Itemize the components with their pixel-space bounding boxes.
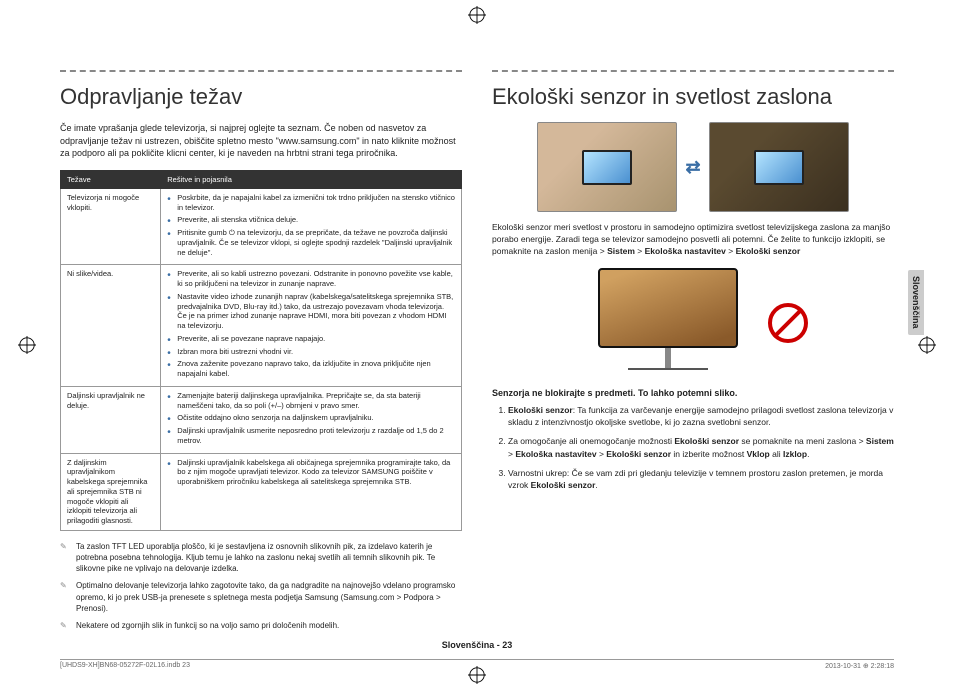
section-divider <box>60 70 462 72</box>
footer-filename: [UHDS9-XH]BN68-05272F-02L16.indb 23 <box>60 662 190 670</box>
solution-item: Znova zaženite povezano napravo tako, da… <box>167 359 455 379</box>
tv-illustration <box>578 268 758 378</box>
intro-text: Če imate vprašanja glede televizorja, si… <box>60 122 462 160</box>
sensor-block-diagram <box>492 268 894 378</box>
issue-cell: Z daljinskim upravljalnikom kabelskega s… <box>61 453 161 530</box>
note-item: Nekatere od zgornjih slik in funkcij so … <box>60 620 462 631</box>
crop-mark-right <box>918 336 936 354</box>
table-row: Televizorja ni mogoče vklopiti. Poskrbite… <box>61 188 462 265</box>
crop-mark-top <box>468 6 486 24</box>
solution-cell: Preverite, ali so kabli ustrezno povezan… <box>161 265 462 387</box>
step-2: Za omogočanje ali onemogočanje možnosti … <box>508 435 894 461</box>
solution-cell: Daljinski upravljalnik kabelskega ali ob… <box>161 453 462 530</box>
troubleshooting-table: Težave Rešitve in pojasnila Televizorja … <box>60 170 462 531</box>
table-row: Z daljinskim upravljalnikom kabelskega s… <box>61 453 462 530</box>
step-3: Varnostni ukrep: Če se vam zdi pri gleda… <box>508 467 894 493</box>
solution-item: Preverite, ali stenska vtičnica deluje. <box>167 215 455 225</box>
troubleshooting-heading: Odpravljanje težav <box>60 84 462 110</box>
issue-cell: Ni slike/videa. <box>61 265 161 387</box>
solution-item: Poskrbite, da je napajalni kabel za izme… <box>167 193 455 213</box>
solution-item: Nastavite video izhode zunanjih naprav (… <box>167 292 455 331</box>
issue-cell: Daljinski upravljalnik ne deluje. <box>61 386 161 453</box>
page-content: Odpravljanje težav Če imate vprašanja gl… <box>0 0 954 677</box>
eco-description: Ekološki senzor meri svetlost v prostoru… <box>492 222 894 258</box>
eco-sensor-heading: Ekološki senzor in svetlost zaslona <box>492 84 894 110</box>
right-column: Ekološki senzor in svetlost zaslona ⇄ Ek… <box>492 70 894 637</box>
brightness-comparison: ⇄ <box>492 122 894 212</box>
th-issues: Težave <box>61 170 161 188</box>
bright-room-image <box>537 122 677 212</box>
solution-cell: Poskrbite, da je napajalni kabel za izme… <box>161 188 462 265</box>
print-footer: [UHDS9-XH]BN68-05272F-02L16.indb 23 2013… <box>60 659 894 670</box>
issue-cell: Televizorja ni mogoče vklopiti. <box>61 188 161 265</box>
language-tab: Slovenščina <box>908 270 924 335</box>
step-1: Ekološki senzor: Ta funkcija za varčevan… <box>508 404 894 430</box>
note-item: Ta zaslon TFT LED uporablja ploščo, ki j… <box>60 541 462 575</box>
solution-item: Daljinski upravljalnik usmerite neposred… <box>167 426 455 446</box>
section-divider <box>492 70 894 72</box>
instructions-list: Ekološki senzor: Ta funkcija za varčevan… <box>492 404 894 493</box>
solution-item: Preverite, ali se povezane naprave napaj… <box>167 334 455 344</box>
notes-section: Ta zaslon TFT LED uporablja ploščo, ki j… <box>60 541 462 631</box>
crop-mark-left <box>18 336 36 354</box>
solution-item: Pritisnite gumb ⏻ na televizorju, da se … <box>167 228 455 257</box>
solution-item: Zamenjajte bateriji daljinskega upravlja… <box>167 391 455 411</box>
solution-item: Očistite oddajno okno senzorja na daljin… <box>167 413 455 423</box>
table-row: Ni slike/videa. Preverite, ali so kabli u… <box>61 265 462 387</box>
solution-item: Izbran mora biti ustrezni vhodni vir. <box>167 347 455 357</box>
prohibit-icon <box>768 303 808 343</box>
dark-room-image <box>709 122 849 212</box>
note-item: Optimalno delovanje televizorja lahko za… <box>60 580 462 614</box>
solution-cell: Zamenjajte bateriji daljinskega upravlja… <box>161 386 462 453</box>
left-column: Odpravljanje težav Če imate vprašanja gl… <box>60 70 462 637</box>
table-row: Daljinski upravljalnik ne deluje. Zamenja… <box>61 386 462 453</box>
double-arrow-icon: ⇄ <box>685 157 700 178</box>
page-number: Slovenščina - 23 <box>442 640 513 650</box>
th-solutions: Rešitve in pojasnila <box>161 170 462 188</box>
solution-item: Preverite, ali so kabli ustrezno povezan… <box>167 269 455 289</box>
solution-item: Daljinski upravljalnik kabelskega ali ob… <box>167 458 455 487</box>
footer-timestamp: 2013-10-31 ⊕ 2:28:18 <box>825 662 894 670</box>
sensor-warning: Senzorja ne blokirajte s predmeti. To la… <box>492 388 894 398</box>
